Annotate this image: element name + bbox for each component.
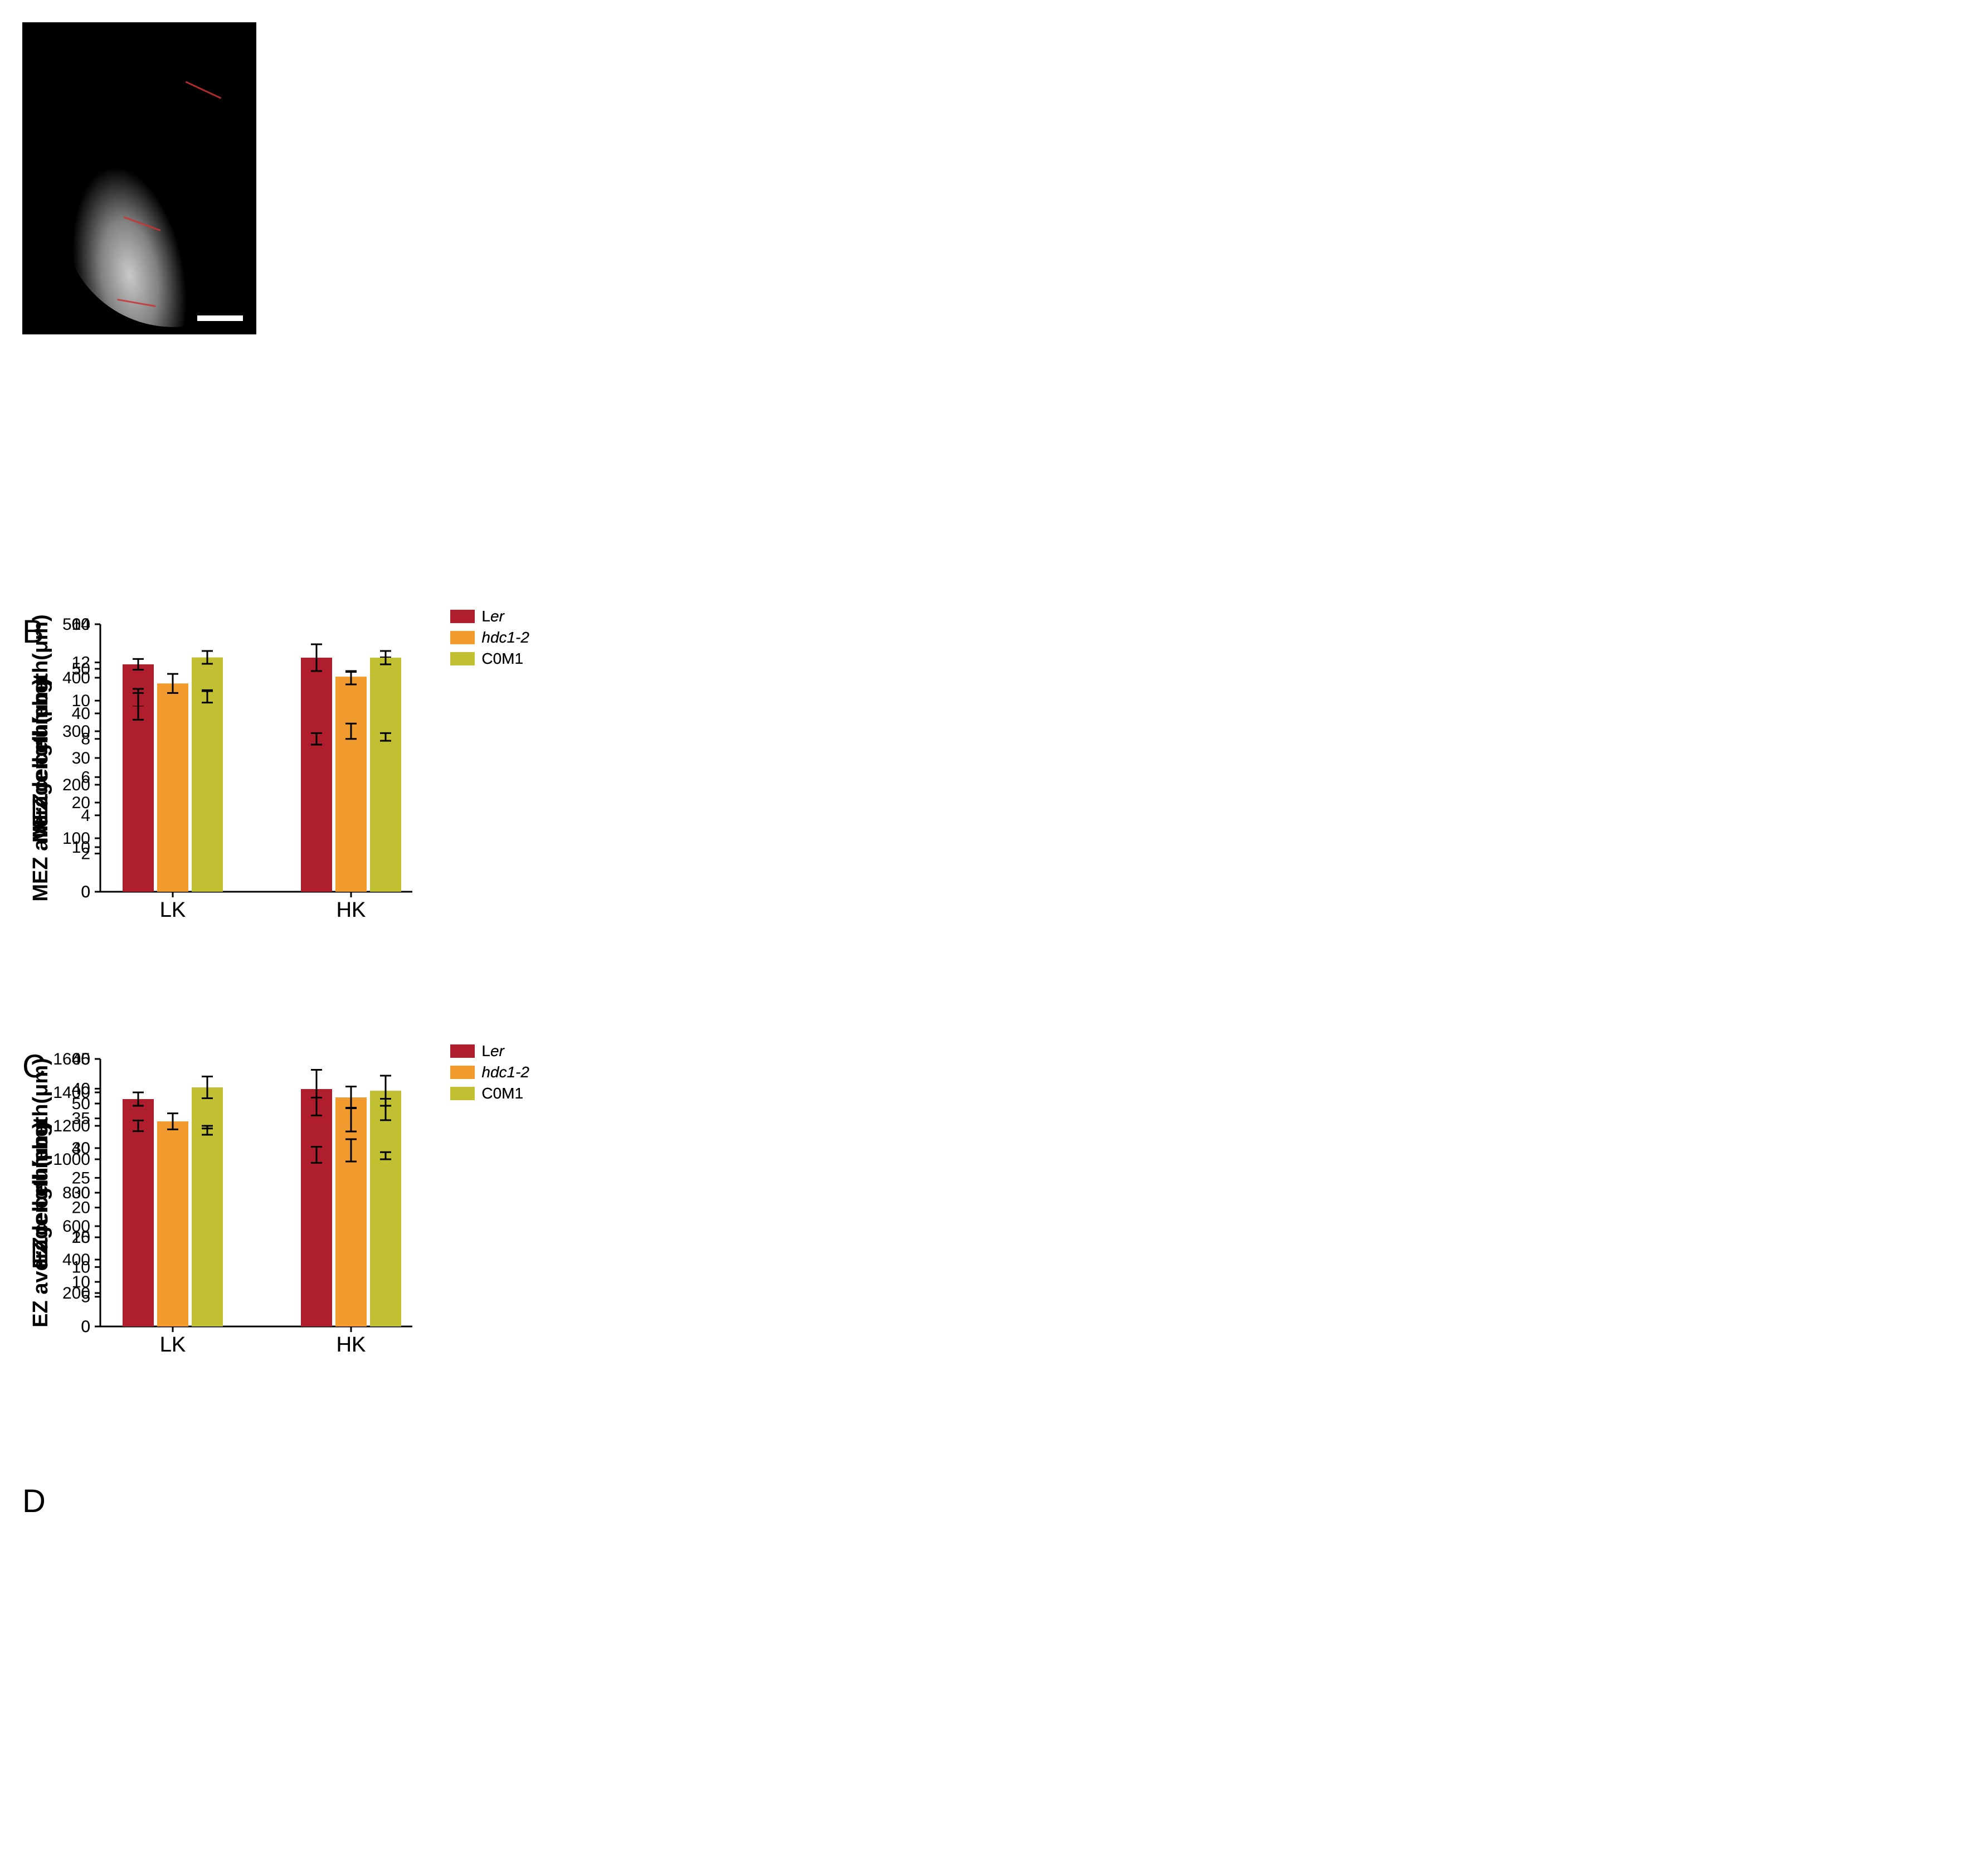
svg-text:HK: HK xyxy=(337,898,366,922)
svg-text:40: 40 xyxy=(72,1139,90,1158)
chart-b3: 0 2 4 6 8 10 12 14 MEZ average cell length(μm) LK… xyxy=(22,613,524,959)
figure: A LK HK Ler hdc1-2 COM1 Ler hdc1-2 COM1 xyxy=(22,22,1917,1549)
legend-swatch-icon xyxy=(450,1087,475,1100)
legend-label: hdc1-2 xyxy=(481,629,529,647)
legend-swatch-icon xyxy=(450,631,475,644)
legend: Ler hdc1-2 C0M1 xyxy=(450,607,529,671)
svg-text:6: 6 xyxy=(81,768,90,786)
legend-swatch-icon xyxy=(450,652,475,665)
svg-text:10: 10 xyxy=(72,692,90,710)
svg-text:8: 8 xyxy=(81,730,90,749)
legend-swatch-icon xyxy=(450,610,475,623)
legend-item: Ler xyxy=(450,1042,529,1060)
svg-text:50: 50 xyxy=(72,1095,90,1113)
legend-item: C0M1 xyxy=(450,650,529,668)
legend-label: C0M1 xyxy=(481,1085,523,1102)
legend-label: Ler xyxy=(481,607,504,625)
svg-text:2: 2 xyxy=(81,844,90,863)
svg-text:0: 0 xyxy=(81,1318,90,1336)
legend-item: hdc1-2 xyxy=(450,629,529,647)
svg-text:MEZ average cell length(μm): MEZ average cell length(μm) xyxy=(29,614,52,901)
legend-label: C0M1 xyxy=(481,650,523,668)
legend-label: hdc1-2 xyxy=(481,1063,529,1081)
svg-text:HK: HK xyxy=(337,1333,366,1357)
legend-label: Ler xyxy=(481,1042,504,1060)
panel-d-label: D xyxy=(22,1483,46,1520)
svg-text:14: 14 xyxy=(72,615,90,634)
svg-text:LK: LK xyxy=(160,1333,186,1357)
svg-text:12: 12 xyxy=(72,654,90,672)
panel-a: A LK HK Ler hdc1-2 COM1 Ler hdc1-2 COM1 xyxy=(22,22,1917,580)
svg-text:LK: LK xyxy=(160,898,186,922)
legend-swatch-icon xyxy=(450,1044,475,1058)
svg-text:0: 0 xyxy=(81,883,90,901)
scalebar-icon xyxy=(197,315,243,321)
svg-text:20: 20 xyxy=(72,1228,90,1247)
svg-text:4: 4 xyxy=(81,806,90,825)
micrograph-hk-com xyxy=(22,22,256,334)
svg-text:30: 30 xyxy=(72,1184,90,1202)
chart-c3: 0 10 20 30 40 50 60 EZ average cell length(μm) L… xyxy=(22,1048,524,1393)
panel-c: C 02004006008001000120014001600EZ length… xyxy=(22,1048,1917,1449)
panel-d: D xyxy=(22,1483,1917,1549)
legend-item: hdc1-2 xyxy=(450,1063,529,1081)
legend-item: Ler xyxy=(450,607,529,625)
panel-b: B 0100200300400500MEZ length(μm)***LKHKL… xyxy=(22,613,1917,1014)
svg-text:EZ average cell length(μm): EZ average cell length(μm) xyxy=(29,1058,52,1328)
svg-text:10: 10 xyxy=(72,1273,90,1291)
legend: Ler hdc1-2 C0M1 xyxy=(450,1042,529,1106)
svg-text:60: 60 xyxy=(72,1050,90,1068)
legend-item: C0M1 xyxy=(450,1085,529,1102)
legend-swatch-icon xyxy=(450,1066,475,1079)
